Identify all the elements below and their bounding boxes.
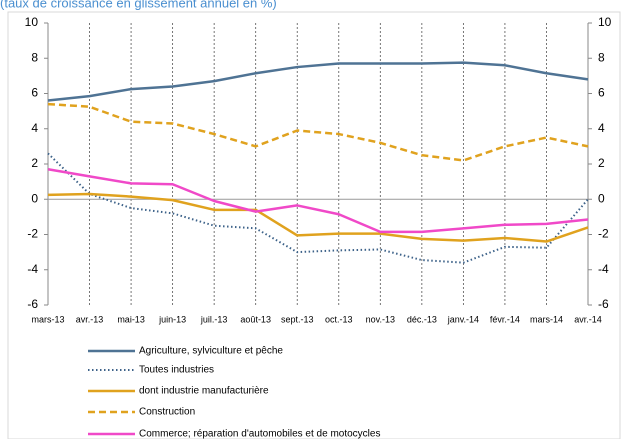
x-tick-label: oct.-13 [325,314,353,324]
series-line [47,168,589,234]
x-tick-label: avr.-14 [574,314,602,324]
x-tick-label: mars-13 [31,314,64,324]
y-tick-label: -4 [27,262,38,276]
y-tick-label: -6 [27,297,38,311]
legend-label: Commerce; réparation d'automobiles et de… [139,429,380,439]
legend-label: Construction [139,407,195,418]
y-tick-label: 6 [31,86,38,100]
x-tick-label: févr.-14 [490,314,520,324]
x-tick-label: juil.-13 [200,314,228,324]
x-tick-label: janv.-14 [447,314,479,324]
legend-label: Agriculture, sylviculture et pêche [139,346,283,357]
y2-tick-label: -4 [598,262,609,276]
x-tick-label: juin-13 [158,314,186,324]
y2-tick-label: 4 [598,121,605,135]
legend-label: dont industrie manufacturière [139,386,269,397]
y2-tick-label: 0 [598,191,605,205]
x-tick-label: nov.-13 [366,314,395,324]
y2-tick-label: 8 [598,50,605,64]
x-tick-label: déc.-13 [407,314,437,324]
y2-tick-label: 6 [598,86,605,100]
y2-tick-label: 10 [598,15,612,29]
y-tick-label: -2 [27,227,38,241]
y-tick-label: 10 [25,15,39,29]
chart-title: (taux de croissance en glissement annuel… [0,0,277,10]
x-tick-label: mai-13 [117,314,145,324]
x-tick-label: mars-14 [530,314,563,324]
series-line [47,61,589,102]
y-tick-label: 2 [31,156,38,170]
y-tick-label: 8 [31,50,38,64]
x-tick-label: sept.-13 [281,314,314,324]
y-tick-label: 0 [31,191,38,205]
legend-label: Toutes industries [139,365,214,376]
y2-tick-label: -6 [598,297,609,311]
y2-tick-label: -2 [598,227,609,241]
series-line [47,152,589,264]
series-line [47,192,589,243]
y2-tick-label: 2 [598,156,605,170]
x-tick-label: avr.-13 [76,314,104,324]
x-tick-label: août-13 [240,314,271,324]
series-line [47,102,589,162]
y-tick-label: 4 [31,121,38,135]
